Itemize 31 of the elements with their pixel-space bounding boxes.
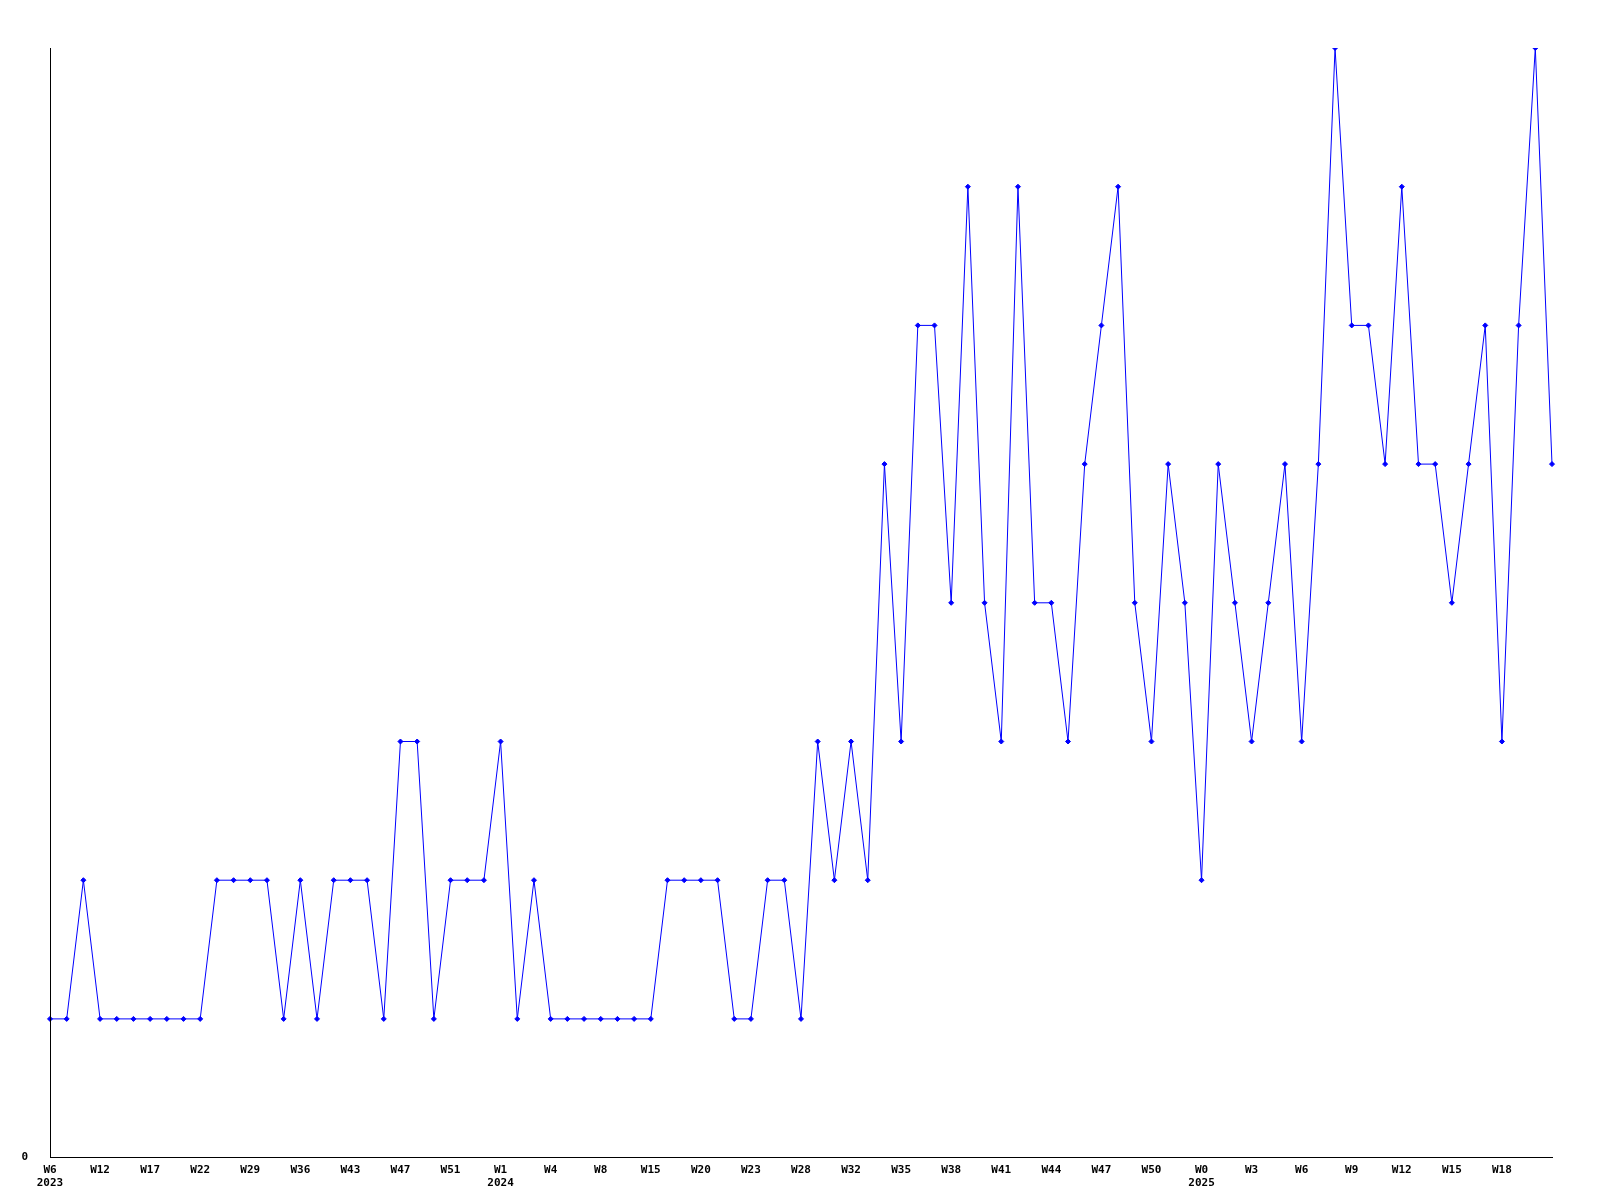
x-tick-label: W38 xyxy=(941,1163,962,1177)
x-tick-label: W36 xyxy=(290,1163,311,1177)
x-tick-label: W17 xyxy=(140,1163,161,1177)
x-tick-label: W35 xyxy=(891,1163,912,1177)
x-tick-label: W4 xyxy=(544,1163,558,1177)
x-tick-label: W12 xyxy=(1391,1163,1412,1177)
x-tick-label: W32 xyxy=(841,1163,861,1177)
x-tick-label: W29 xyxy=(240,1163,261,1177)
x-tick-label: W22 xyxy=(190,1163,211,1177)
x-tick-label: W15 xyxy=(640,1163,661,1177)
x-tick-label: W41 xyxy=(991,1163,1012,1177)
x-tick-label: W3 xyxy=(1244,1163,1259,1177)
x-tick-label: W23 xyxy=(741,1163,761,1177)
text: 0 xyxy=(21,1150,28,1164)
x-tick-label: W47 xyxy=(390,1163,411,1177)
x-tick-label: W15 xyxy=(1441,1163,1462,1177)
x-tick-label: W8 xyxy=(594,1163,608,1177)
x-tick-label: W47 xyxy=(1091,1163,1112,1177)
x-tick-label: W6 xyxy=(1295,1163,1309,1177)
x-tick-label: W28 xyxy=(791,1163,811,1177)
x-tick-label: W12 xyxy=(90,1163,110,1177)
x-tick-label: W0 2025 xyxy=(1188,1163,1215,1190)
x-tick-label: W50 xyxy=(1141,1163,1162,1177)
x-tick-label: W43 xyxy=(340,1163,361,1177)
x-tick-label: W51 xyxy=(440,1163,461,1177)
x-tick-label: W1 2024 xyxy=(487,1163,515,1190)
x-tick-label: W44 xyxy=(1041,1163,1062,1177)
x-tick-label: W6 2023 xyxy=(36,1163,64,1190)
x-tick-label: W20 xyxy=(690,1163,711,1177)
x-tick-label: W9 xyxy=(1345,1163,1359,1177)
x-tick-label: W18 xyxy=(1492,1163,1512,1177)
